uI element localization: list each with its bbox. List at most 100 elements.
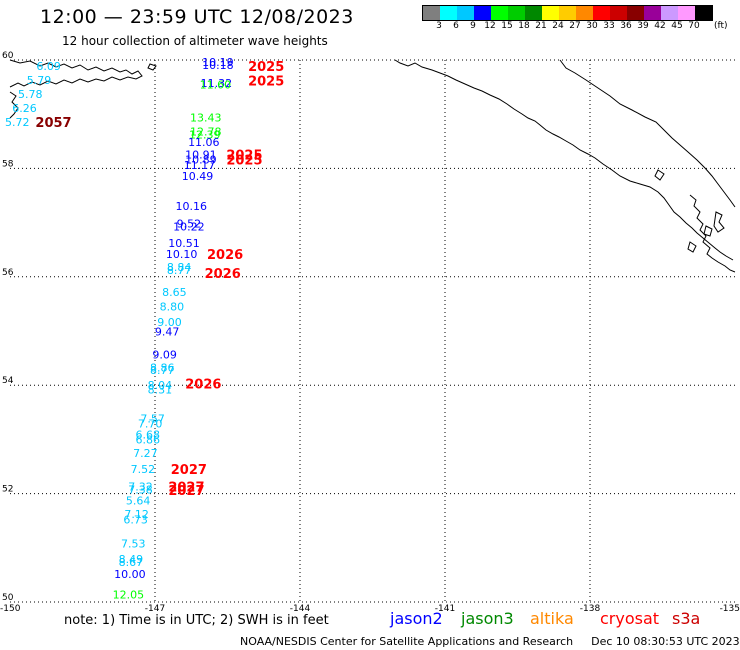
time-label: 2026 xyxy=(185,378,221,393)
wave-height-label: 10.22 xyxy=(173,220,205,233)
wave-height-label: 9.09 xyxy=(152,348,177,361)
graticule xyxy=(10,60,735,602)
wave-height-label: 9.00 xyxy=(157,316,182,329)
wave-height-label: 8.49 xyxy=(119,553,144,566)
colorbar-label: 3 xyxy=(436,21,442,31)
wave-height-label: 7.38 xyxy=(128,483,153,496)
wave-height-label: 7.70 xyxy=(138,418,163,431)
colorbar-swatch xyxy=(440,6,457,20)
wave-height-label: 13.43 xyxy=(190,111,222,124)
colorbar-swatch xyxy=(610,6,627,20)
colorbar-swatch xyxy=(423,6,440,20)
colorbar-swatch xyxy=(593,6,610,20)
wave-height-label: 10.19 xyxy=(202,56,234,69)
time-label: 2025 xyxy=(248,60,284,75)
latitude-label: 60 xyxy=(2,51,14,61)
time-label: 2057 xyxy=(35,116,71,131)
wave-height-label: 7.32 xyxy=(128,481,153,494)
time-label: 2026 xyxy=(205,267,241,282)
colorbar-label: 39 xyxy=(637,21,649,31)
wave-height-label: 7.53 xyxy=(121,537,146,550)
peninsula-northwest xyxy=(9,59,143,88)
satellite-legend-item: cryosat xyxy=(600,609,660,628)
wave-height-label: 7.27 xyxy=(133,447,158,460)
longitude-label: -141 xyxy=(435,604,455,614)
wave-height-label: 10.10 xyxy=(166,248,198,261)
wave-height-label: 12.05 xyxy=(113,588,145,601)
colorbar-label: 21 xyxy=(535,21,547,31)
satellite-legend-item: s3a xyxy=(672,609,701,628)
page-subtitle: 12 hour collection of altimeter wave hei… xyxy=(62,34,328,48)
colorbar-label: 12 xyxy=(484,21,496,31)
colorbar-swatch xyxy=(559,6,576,20)
time-labels: 2057202520252025202520262026202620272027… xyxy=(35,60,284,499)
colorbar-label: 24 xyxy=(552,21,564,31)
wave-height-label: 12.78 xyxy=(190,126,222,139)
colorbar-label: 6 xyxy=(453,21,459,31)
wave-height-label: 8.31 xyxy=(148,384,173,397)
longitude-label: -138 xyxy=(580,604,601,614)
wave-height-label: 12.39 xyxy=(189,128,221,141)
legend-note: note: 1) Time is in UTC; 2) SWH is in fe… xyxy=(64,613,329,628)
wave-height-label: 8.65 xyxy=(162,286,187,299)
longitude-label: -147 xyxy=(145,604,165,614)
footer-credit: NOAA/NESDIS Center for Satellite Applica… xyxy=(240,635,574,648)
island-chain xyxy=(689,194,736,273)
colorbar-label: 45 xyxy=(671,21,683,31)
island-5 xyxy=(147,63,157,71)
time-label: 2027 xyxy=(171,463,207,478)
island-2 xyxy=(703,225,713,237)
map-frame xyxy=(10,59,735,603)
colorbar-swatch xyxy=(474,6,491,20)
colorbar-label: 15 xyxy=(501,21,513,31)
wave-height-label: 11.60 xyxy=(200,78,232,91)
time-label: 2026 xyxy=(207,248,243,263)
colorbar-swatch xyxy=(525,6,542,20)
colorbar xyxy=(422,5,713,21)
colorbar-swatch xyxy=(627,6,644,20)
wave-height-label: 10.18 xyxy=(202,59,234,72)
wave-height-label: 10.16 xyxy=(176,200,208,213)
alaska-coast-inner xyxy=(559,59,736,208)
wave-height-label: 10.91 xyxy=(185,148,217,161)
wave-height-label: 10.89 xyxy=(185,154,217,167)
longitude-label: -144 xyxy=(290,604,311,614)
wave-height-label: 9.52 xyxy=(177,218,202,231)
wave-height-label: 6.86 xyxy=(136,433,161,446)
colorbar-label: 30 xyxy=(586,21,598,31)
wave-height-label: 10.49 xyxy=(182,170,214,183)
colorbar-swatch xyxy=(678,6,695,20)
longitude-label: -150 xyxy=(0,604,21,614)
island-1 xyxy=(713,211,725,233)
colorbar-label: 18 xyxy=(518,21,530,31)
wave-height-label: 11.06 xyxy=(188,136,220,149)
kenai-inlet xyxy=(9,91,19,119)
time-label: 2025 xyxy=(226,148,262,163)
wave-height-label: 7.12 xyxy=(124,508,149,521)
colorbar-swatch xyxy=(508,6,525,20)
wave-height-label: 7.52 xyxy=(131,463,156,476)
footer-timestamp: Dec 10 08:30:53 UTC 2023 xyxy=(591,635,740,648)
wave-height-label: 9.47 xyxy=(155,326,180,339)
island-3 xyxy=(687,241,697,253)
satellite-legend-item: altika xyxy=(530,609,574,628)
colorbar-label: 27 xyxy=(569,21,581,31)
time-label: 2027 xyxy=(168,481,204,496)
colorbar-unit: (ft) xyxy=(714,21,728,31)
wave-height-label: 8.86 xyxy=(150,361,175,374)
island-4 xyxy=(654,169,665,181)
wave-height-label: 5.64 xyxy=(126,495,151,508)
satellite-legend-item: jason2 xyxy=(390,609,443,628)
wave-height-label: 11.32 xyxy=(201,77,233,90)
time-label: 2027 xyxy=(168,484,204,499)
page-title: 12:00 — 23:59 UTC 12/08/2023 xyxy=(40,6,354,28)
wave-height-label: 11.17 xyxy=(184,159,216,172)
wave-height-label: 7.57 xyxy=(140,412,165,425)
wave-height-label: 8.77 xyxy=(167,264,192,277)
colorbar-swatch xyxy=(695,6,712,20)
wave-height-label: 8.80 xyxy=(160,301,185,314)
colorbar-swatch xyxy=(644,6,661,20)
satellite-legend-item: jason3 xyxy=(461,609,514,628)
wave-height-label: 5.78 xyxy=(18,88,43,101)
